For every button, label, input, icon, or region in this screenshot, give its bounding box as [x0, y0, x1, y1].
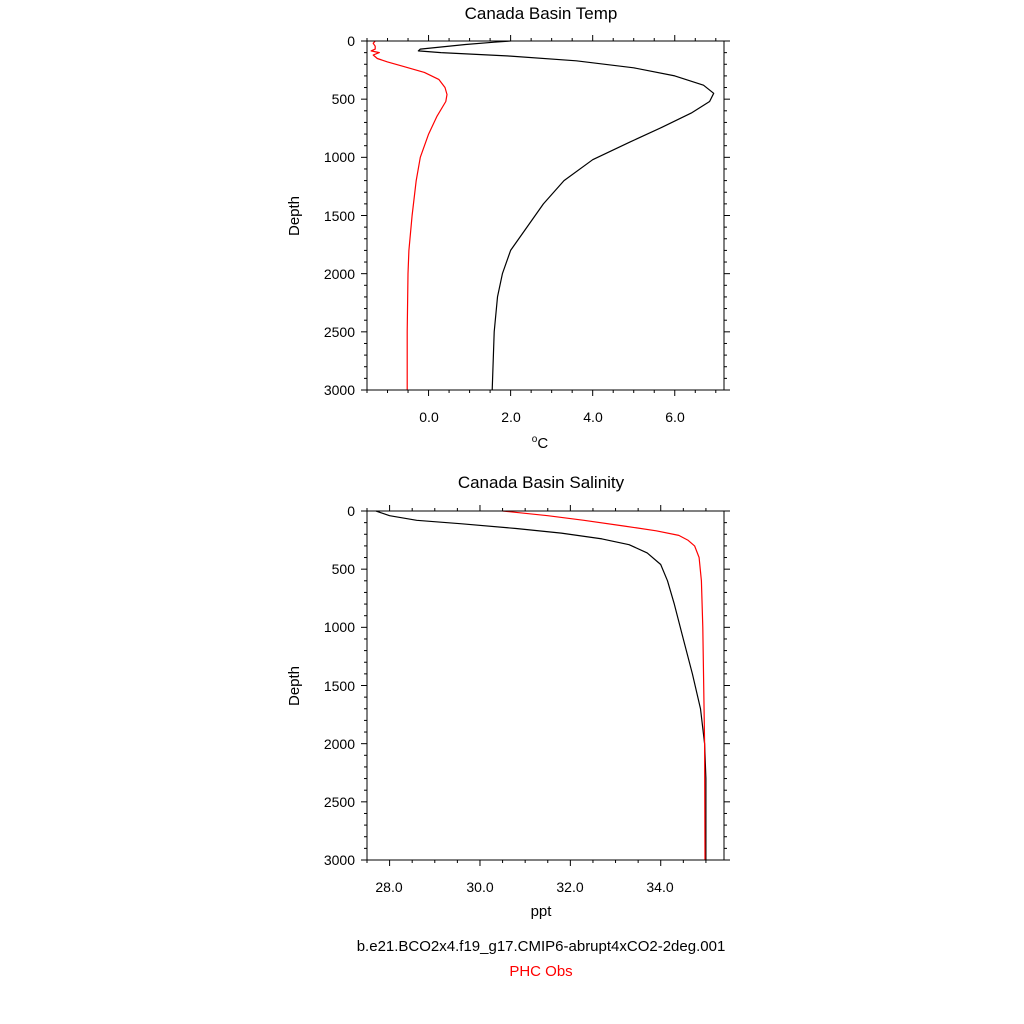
temp-y-axis-label: Depth	[286, 196, 303, 236]
legend: b.e21.BCO2x4.f19_g17.CMIP6-abrupt4xCO2-2…	[357, 938, 726, 980]
temp-xtick-label: 4.0	[583, 409, 603, 425]
temp-model-line	[417, 40, 715, 391]
temp-ytick-label: 1500	[324, 208, 355, 224]
salinity-ytick-label: 1500	[324, 678, 355, 694]
salinity-xtick-label: 28.0	[375, 879, 402, 895]
temp-ytick-label: 0	[347, 33, 355, 49]
salinity-ytick-label: 2000	[324, 736, 355, 752]
temp-panel: Canada Basin Temp 0 500 1000 1500 2000 2…	[286, 4, 730, 452]
salinity-xtick-label: 30.0	[466, 879, 493, 895]
temp-xtick-label: 6.0	[665, 409, 685, 425]
salinity-x-axis-label: ppt	[531, 903, 553, 920]
legend-obs-label: PHC Obs	[509, 963, 572, 980]
salinity-ytick-label: 3000	[324, 852, 355, 868]
salinity-panel: Canada Basin Salinity 0 500 1000 1500 20…	[286, 473, 730, 920]
salinity-xtick-label: 32.0	[556, 879, 583, 895]
salinity-plot-frame	[366, 510, 725, 861]
temp-x-axis-label-degree: o	[532, 434, 538, 445]
temp-ytick-label: 1000	[324, 149, 355, 165]
temp-ytick-label: 2500	[324, 324, 355, 340]
temp-plot-area	[361, 35, 730, 396]
salinity-obs-line	[502, 510, 706, 861]
temp-series-lines	[370, 40, 715, 391]
salinity-series-lines	[375, 510, 707, 861]
temp-plot-frame	[366, 40, 725, 391]
legend-model-label: b.e21.BCO2x4.f19_g17.CMIP6-abrupt4xCO2-2…	[357, 938, 726, 955]
temp-xtick-label: 2.0	[501, 409, 521, 425]
temp-ytick-label: 2000	[324, 266, 355, 282]
temp-xtick-label: 0.0	[419, 409, 439, 425]
salinity-ytick-label: 0	[347, 503, 355, 519]
temp-obs-line	[370, 40, 448, 390]
temp-chart-title: Canada Basin Temp	[465, 4, 618, 23]
salinity-ytick-label: 1000	[324, 619, 355, 635]
salinity-ytick-label: 2500	[324, 794, 355, 810]
salinity-xtick-label: 34.0	[646, 879, 673, 895]
salinity-ytick-label: 500	[332, 561, 356, 577]
salinity-chart-title: Canada Basin Salinity	[458, 473, 625, 492]
salinity-plot-area	[361, 505, 730, 866]
temp-ytick-label: 3000	[324, 382, 355, 398]
salinity-y-axis-label: Depth	[286, 666, 303, 706]
temp-x-axis-label: oC	[532, 434, 549, 452]
temp-ytick-label: 500	[332, 91, 356, 107]
salinity-model-line	[375, 510, 707, 860]
temp-x-axis-label-unit: C	[537, 435, 548, 452]
